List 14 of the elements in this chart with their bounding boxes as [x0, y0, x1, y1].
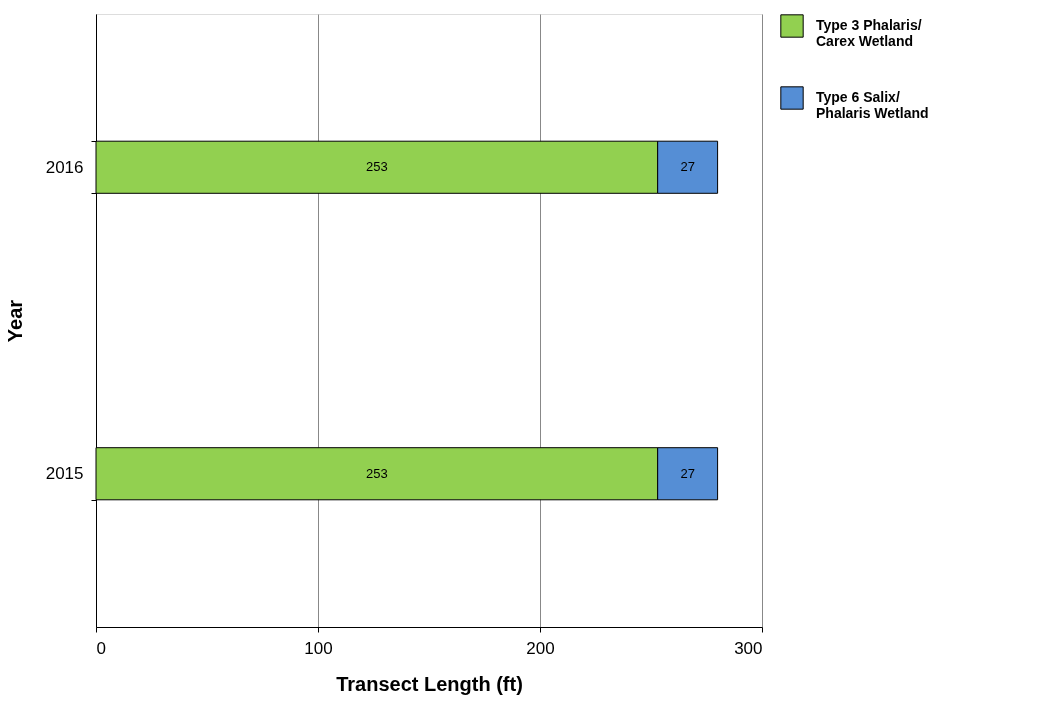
- y-axis-title: Year: [3, 299, 26, 343]
- y-tick-label: 2015: [45, 464, 84, 484]
- legend-label: Type 6 Salix/Phalaris Wetland: [816, 89, 929, 121]
- y-tick-label: 2016: [45, 157, 84, 177]
- x-tick-label: 100: [304, 638, 333, 658]
- x-axis-title: Transect Length (ft): [336, 672, 523, 695]
- x-tick-label: 300: [734, 638, 763, 658]
- data-label: 27: [680, 159, 695, 175]
- x-tick-label: 200: [526, 638, 555, 658]
- legend-label: Type 3 Phalaris/Carex Wetland: [816, 17, 922, 49]
- data-label: 27: [680, 465, 695, 481]
- data-label: 253: [365, 159, 388, 175]
- data-label: 253: [365, 465, 388, 481]
- x-tick-label: 0: [96, 638, 106, 658]
